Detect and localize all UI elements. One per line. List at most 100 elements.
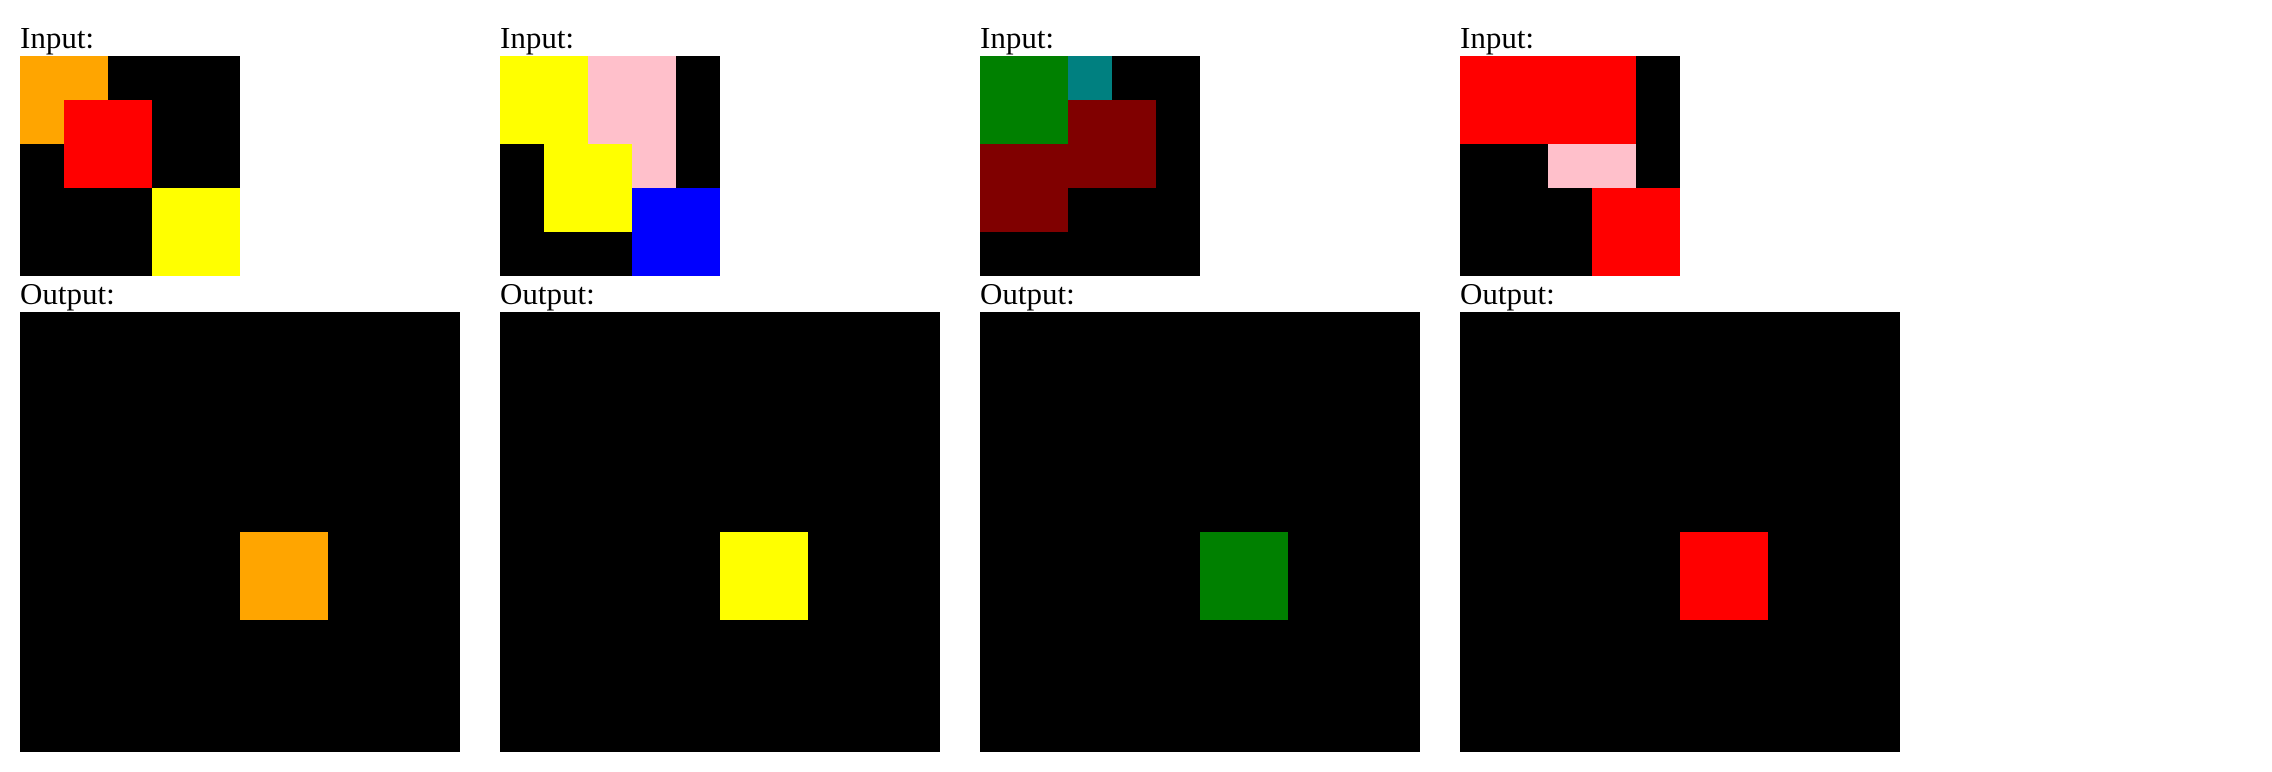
grid-cell (1332, 664, 1376, 708)
grid-cell (896, 532, 940, 576)
grid-cell (1856, 664, 1900, 708)
grid-cell (764, 356, 808, 400)
grid-cell (1592, 664, 1636, 708)
grid-cell (980, 532, 1024, 576)
grid-cell (1200, 400, 1244, 444)
grid-cell (1024, 620, 1068, 664)
grid-cell (544, 576, 588, 620)
grid-cell (1376, 620, 1420, 664)
grid-cell (544, 312, 588, 356)
grid-cell (632, 444, 676, 488)
grid-cell (500, 576, 544, 620)
grid-cell (1024, 488, 1068, 532)
grid-cell (896, 620, 940, 664)
grid-cell (1636, 400, 1680, 444)
grid-cell (1856, 444, 1900, 488)
grid-cell (676, 312, 720, 356)
grid-cell (196, 100, 240, 144)
grid-cell (1112, 312, 1156, 356)
grid-cell (1724, 444, 1768, 488)
grid-cell (1068, 444, 1112, 488)
grid-cell (20, 488, 64, 532)
grid-cell (720, 620, 764, 664)
grid-cell (108, 708, 152, 752)
grid-cell (1024, 532, 1068, 576)
grid-cell (764, 576, 808, 620)
grid-cell (416, 444, 460, 488)
grid-cell (500, 620, 544, 664)
grid-cell (1376, 312, 1420, 356)
grid-cell (1548, 232, 1592, 276)
grid-cell (1768, 708, 1812, 752)
grid-cell (1332, 708, 1376, 752)
grid-cell (20, 312, 64, 356)
grid-cell (1636, 708, 1680, 752)
grid-cell (108, 400, 152, 444)
input-grid (1460, 56, 1680, 276)
grid-cell (808, 664, 852, 708)
grid-cell (1812, 488, 1856, 532)
grid-cell (1156, 444, 1200, 488)
grid-cell (1244, 620, 1288, 664)
grid-cell (980, 400, 1024, 444)
grid-cell (1724, 576, 1768, 620)
grid-cell (1460, 708, 1504, 752)
grid-cell (676, 532, 720, 576)
grid-cell (1768, 400, 1812, 444)
grid-cell (64, 188, 108, 232)
grid-cell (328, 532, 372, 576)
grid-cell (500, 312, 544, 356)
grid-cell (64, 576, 108, 620)
grid-cell (1680, 620, 1724, 664)
grid-cell (588, 356, 632, 400)
grid-cell (1592, 100, 1636, 144)
grid-cell (676, 444, 720, 488)
grid-cell (500, 356, 544, 400)
grid-cell (1244, 488, 1288, 532)
grid-cell (64, 356, 108, 400)
grid-cell (1680, 532, 1724, 576)
input-grid (980, 56, 1200, 276)
grid-cell (1460, 620, 1504, 664)
grid-cell (1460, 312, 1504, 356)
grid-cell (632, 188, 676, 232)
grid-cell (980, 620, 1024, 664)
grid-cell (544, 232, 588, 276)
grid-cell (720, 488, 764, 532)
grid-cell (284, 312, 328, 356)
input-label: Input: (1460, 20, 1535, 55)
grid-cell (764, 312, 808, 356)
grid-cell (328, 356, 372, 400)
grid-cell (1504, 708, 1548, 752)
example-pair-4: Input: Output: (1460, 20, 1920, 752)
grid-cell (896, 444, 940, 488)
grid-cell (1504, 56, 1548, 100)
grid-cell (1068, 532, 1112, 576)
grid-cell (1024, 400, 1068, 444)
grid-cell (152, 56, 196, 100)
grid-cell (328, 620, 372, 664)
grid-cell (980, 56, 1024, 100)
grid-cell (1680, 576, 1724, 620)
grid-cell (500, 708, 544, 752)
grid-cell (1636, 144, 1680, 188)
grid-cell (720, 532, 764, 576)
grid-cell (1112, 144, 1156, 188)
grid-cell (1288, 664, 1332, 708)
grid-cell (20, 664, 64, 708)
grid-cell (328, 664, 372, 708)
grid-cell (20, 100, 64, 144)
grid-cell (1504, 576, 1548, 620)
grid-cell (1768, 312, 1812, 356)
grid-cell (852, 532, 896, 576)
grid-cell (500, 144, 544, 188)
grid-cell (1288, 444, 1332, 488)
grid-cell (1856, 488, 1900, 532)
grid-cell (1548, 444, 1592, 488)
grid-cell (1548, 400, 1592, 444)
grid-cell (1156, 532, 1200, 576)
grid-cell (1724, 356, 1768, 400)
grid-cell (1200, 532, 1244, 576)
grid-cell (1112, 444, 1156, 488)
grid-cell (1156, 664, 1200, 708)
